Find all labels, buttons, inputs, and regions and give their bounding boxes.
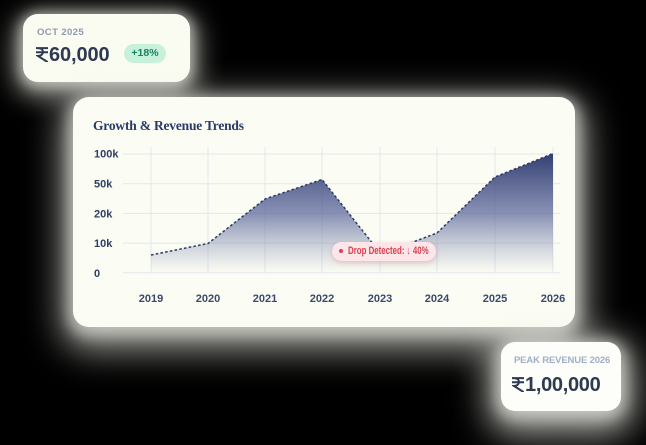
svg-text:2024: 2024: [425, 293, 450, 305]
svg-text:2023: 2023: [368, 293, 392, 305]
svg-text:2026: 2026: [541, 293, 565, 305]
svg-text:20k: 20k: [94, 208, 113, 220]
svg-text:2022: 2022: [310, 293, 334, 305]
svg-text:2019: 2019: [139, 293, 163, 305]
svg-text:100k: 100k: [94, 149, 119, 161]
svg-text:10k: 10k: [94, 238, 113, 250]
svg-text:50k: 50k: [94, 179, 113, 191]
svg-text:0: 0: [94, 268, 100, 280]
svg-text:2020: 2020: [196, 293, 220, 305]
svg-text:2025: 2025: [483, 293, 507, 305]
svg-text:2021: 2021: [253, 293, 277, 305]
